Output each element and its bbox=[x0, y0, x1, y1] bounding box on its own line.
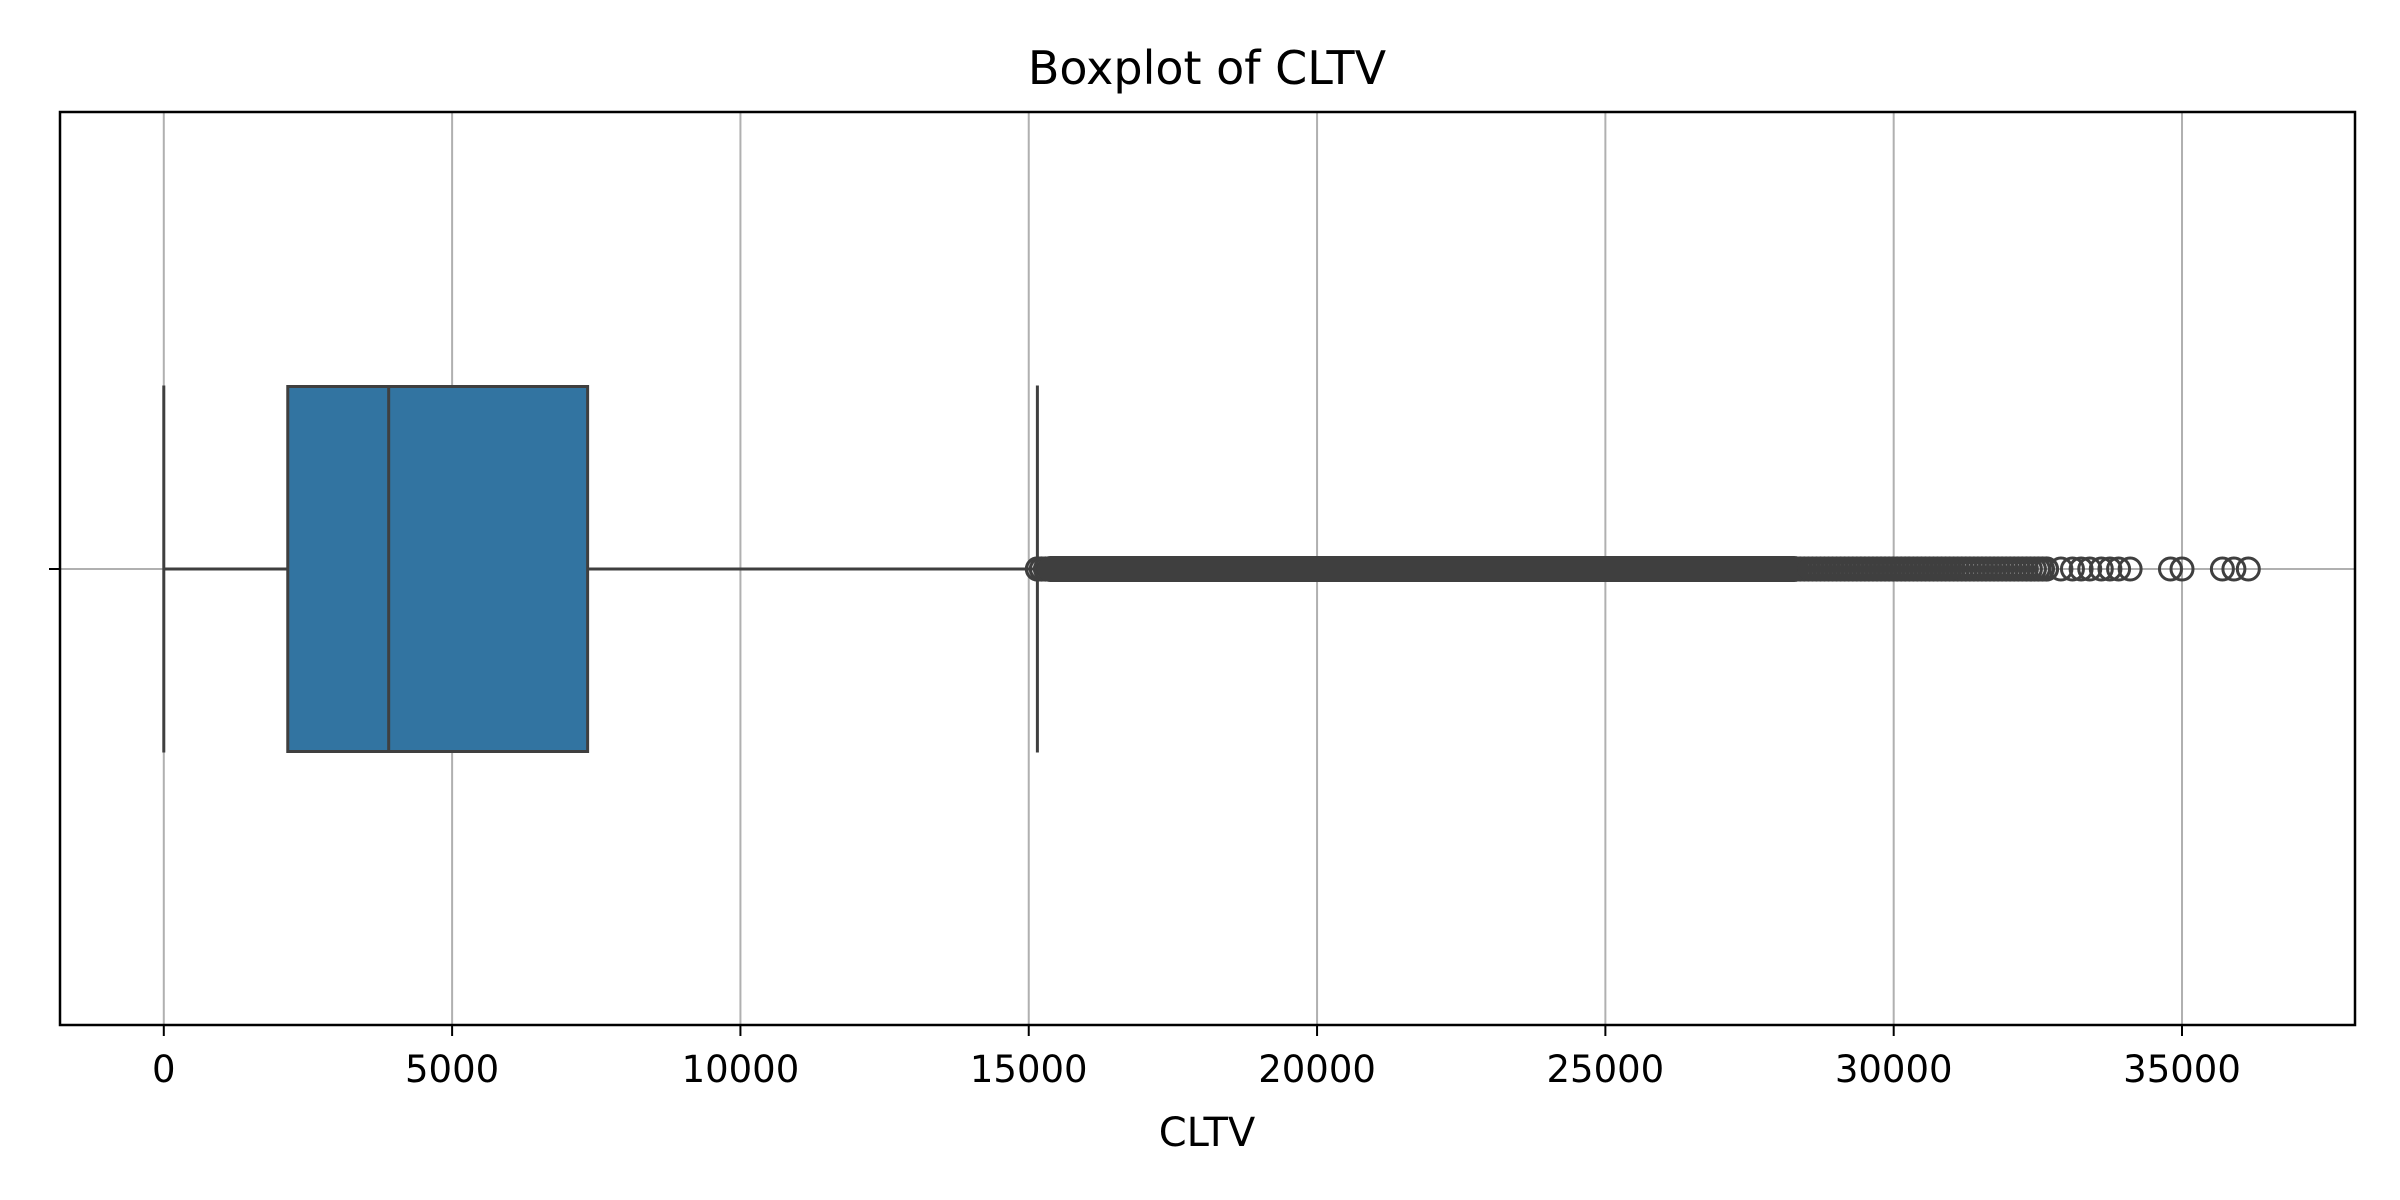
outlier-dense-band-tail bbox=[1797, 558, 1963, 580]
outlier-point bbox=[2059, 556, 2085, 582]
outlier-point bbox=[2077, 556, 2103, 582]
x-tick-label: 35000 bbox=[2123, 1048, 2241, 1091]
x-tick-label: 25000 bbox=[1547, 1048, 1665, 1091]
interquartile-box bbox=[286, 385, 590, 753]
x-tick-label: 0 bbox=[152, 1048, 176, 1091]
outlier-point bbox=[2169, 556, 2195, 582]
outlier-point bbox=[2033, 556, 2060, 582]
x-tick-label: 10000 bbox=[682, 1048, 800, 1091]
outlier-point bbox=[2221, 556, 2247, 582]
outlier-point bbox=[2157, 556, 2183, 582]
x-tick-label: 30000 bbox=[1835, 1048, 1953, 1091]
box-layer bbox=[162, 385, 1039, 753]
outlier-point bbox=[2209, 556, 2235, 582]
outlier-point bbox=[2068, 556, 2094, 582]
outlier-layer bbox=[1024, 556, 2261, 582]
x-tick-label: 5000 bbox=[405, 1048, 499, 1091]
x-tick-label: 15000 bbox=[970, 1048, 1088, 1091]
x-tick-label: 20000 bbox=[1258, 1048, 1376, 1091]
outlier-point bbox=[2088, 556, 2114, 582]
outlier-point bbox=[2235, 556, 2261, 582]
outlier-point bbox=[2048, 556, 2074, 582]
outlier-dense-band bbox=[1037, 556, 1808, 582]
outlier-point bbox=[2117, 556, 2143, 582]
x-axis-label: CLTV bbox=[1159, 1110, 1256, 1156]
outlier-point bbox=[2106, 556, 2132, 582]
outlier-point bbox=[2097, 556, 2123, 582]
tick-layer: 0 5000 10000 15000 20000 25000 30000 35000 bbox=[49, 568, 2241, 1091]
chart-title: Boxplot of CLTV bbox=[1028, 41, 1387, 95]
